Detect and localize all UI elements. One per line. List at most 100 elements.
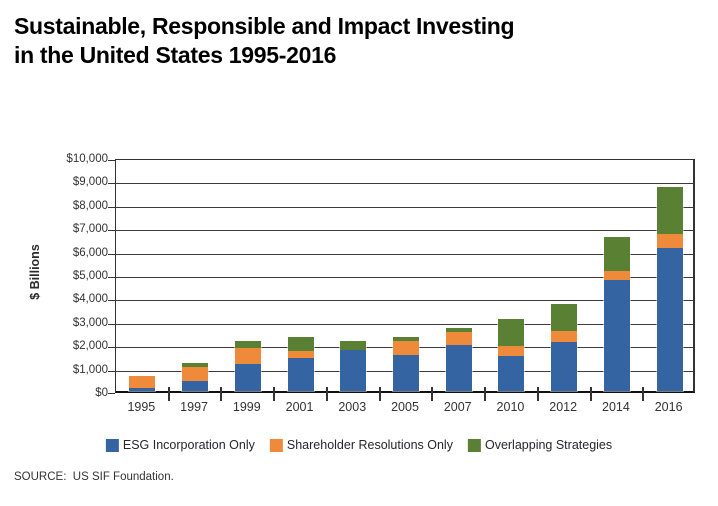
x-axis-label-2001: 2001 <box>285 400 314 414</box>
bar-segment-2003-overlapping-strategies <box>340 340 367 351</box>
bar-segment-2010-esg-incorporation-only <box>498 355 525 391</box>
legend-swatch-icon <box>467 438 481 452</box>
plot-area <box>108 159 695 401</box>
chart-title-line2: in the United States 1995-2016 <box>14 41 337 68</box>
bar-segment-2001-esg-incorporation-only <box>287 358 314 391</box>
bar-segment-2005-overlapping-strategies <box>393 337 419 342</box>
legend-item-esg-incorporation-only: ESG Incorporation Only <box>105 438 255 452</box>
y-tick-label: $2,000 <box>72 340 108 353</box>
bar-segment-1997-shareholder-resolutions-only <box>182 367 209 381</box>
y-tick-label: $9,000 <box>72 176 108 189</box>
x-axis-label-2012: 2012 <box>549 400 578 414</box>
y-tick-label: $6,000 <box>72 246 108 259</box>
gridline <box>116 323 693 325</box>
source-note: SOURCE: US SIF Foundation. <box>14 471 174 483</box>
bar-2016 <box>656 186 683 391</box>
bar-segment-2014-esg-incorporation-only <box>603 279 630 391</box>
gridline <box>116 253 693 255</box>
bar-2010 <box>498 319 525 391</box>
bar-segment-2014-overlapping-strategies <box>603 237 630 271</box>
y-tick-mark <box>108 370 115 372</box>
bar-segment-2005-esg-incorporation-only <box>393 354 419 391</box>
bar-segment-2005-shareholder-resolutions-only <box>393 341 419 355</box>
bar-segment-2007-shareholder-resolutions-only <box>445 332 472 346</box>
bar-segment-2007-overlapping-strategies <box>445 327 472 333</box>
gridline <box>116 300 693 302</box>
legend-item-overlapping-strategies: Overlapping Strategies <box>467 438 613 452</box>
legend-item-shareholder-resolutions-only: Shareholder Resolutions Only <box>269 438 453 452</box>
bar-segment-2001-overlapping-strategies <box>287 336 314 351</box>
x-tick-mark <box>431 387 434 401</box>
bar-2003 <box>340 340 367 391</box>
x-axis-label-2005: 2005 <box>391 400 419 414</box>
y-tick-label: $0 <box>95 387 108 399</box>
bar-segment-2007-esg-incorporation-only <box>445 345 472 391</box>
legend-label: Overlapping Strategies <box>484 438 613 452</box>
y-tick-label: $3,000 <box>72 316 108 329</box>
bar-1995 <box>129 376 156 391</box>
gridline <box>116 206 693 208</box>
y-tick-label: $7,000 <box>72 223 108 236</box>
y-tick-label: $8,000 <box>72 199 108 212</box>
bar-segment-2012-overlapping-strategies <box>551 303 578 332</box>
bar-segment-2001-shareholder-resolutions-only <box>287 351 314 359</box>
bar-segment-1997-overlapping-strategies <box>182 362 209 368</box>
legend-label: Shareholder Resolutions Only <box>286 438 453 452</box>
legend-label: ESG Incorporation Only <box>122 438 255 452</box>
bar-segment-2012-shareholder-resolutions-only <box>551 331 578 343</box>
x-axis-label-2010: 2010 <box>496 400 525 414</box>
x-tick-mark <box>484 387 487 401</box>
y-tick-mark <box>108 206 115 208</box>
x-tick-mark <box>325 387 328 401</box>
x-axis-label-2007: 2007 <box>443 400 472 414</box>
gridline <box>116 183 693 185</box>
legend-swatch-icon <box>269 438 283 452</box>
bar-2001 <box>287 336 314 391</box>
y-tick-mark <box>108 160 115 161</box>
x-tick-mark <box>220 387 223 401</box>
bar-2012 <box>551 303 578 391</box>
x-tick-mark <box>589 387 592 401</box>
x-tick-mark <box>273 387 276 401</box>
y-tick-label: $10,000 <box>66 153 108 165</box>
bar-segment-2016-shareholder-resolutions-only <box>656 234 683 249</box>
x-tick-mark <box>167 387 170 401</box>
bar-segment-2012-esg-incorporation-only <box>551 342 578 391</box>
bar-segment-1995-esg-incorporation-only <box>129 387 156 391</box>
x-axis-label-2016: 2016 <box>654 400 683 414</box>
y-tick-mark <box>108 300 115 302</box>
bar-segment-1999-overlapping-strategies <box>234 340 261 348</box>
bar-segment-1997-esg-incorporation-only <box>182 380 209 391</box>
bar-segment-1995-shareholder-resolutions-only <box>129 376 156 388</box>
x-axis-label-2014: 2014 <box>602 400 630 414</box>
y-tick-label: $4,000 <box>72 293 108 306</box>
y-tick-mark <box>108 393 115 394</box>
bar-2005 <box>393 337 419 391</box>
bar-1999 <box>234 340 261 391</box>
bar-segment-2010-shareholder-resolutions-only <box>498 346 525 356</box>
x-axis-label-1995: 1995 <box>127 400 156 414</box>
gridline <box>116 230 693 232</box>
bar-segment-1999-shareholder-resolutions-only <box>234 347 261 365</box>
y-tick-label: $1,000 <box>72 363 108 376</box>
y-tick-mark <box>108 253 115 255</box>
bar-segment-1999-esg-incorporation-only <box>234 364 261 391</box>
chart-title-line1: Sustainable, Responsible and Impact Inve… <box>14 13 515 39</box>
x-tick-mark <box>378 387 381 401</box>
x-axis-labels: 1995 1997 1999 2001 2003 2005 2007 2010 2012 2014… <box>115 400 695 416</box>
legend: ESG Incorporation Only Shareholder Resolu… <box>105 438 613 452</box>
x-axis-label-1999: 1999 <box>232 400 261 414</box>
gridline <box>116 277 693 278</box>
y-tick-mark <box>108 323 115 325</box>
y-tick-mark <box>108 183 115 185</box>
x-axis-label-1997: 1997 <box>180 400 208 414</box>
y-tick-mark <box>108 230 115 232</box>
bar-2007 <box>445 327 472 391</box>
bar-segment-2016-esg-incorporation-only <box>656 248 683 391</box>
legend-swatch-icon <box>105 438 119 452</box>
x-axis-label-2003: 2003 <box>338 400 367 414</box>
bar-2014 <box>603 237 630 391</box>
chart-title: Sustainable, Responsible and Impact Inve… <box>14 12 674 70</box>
